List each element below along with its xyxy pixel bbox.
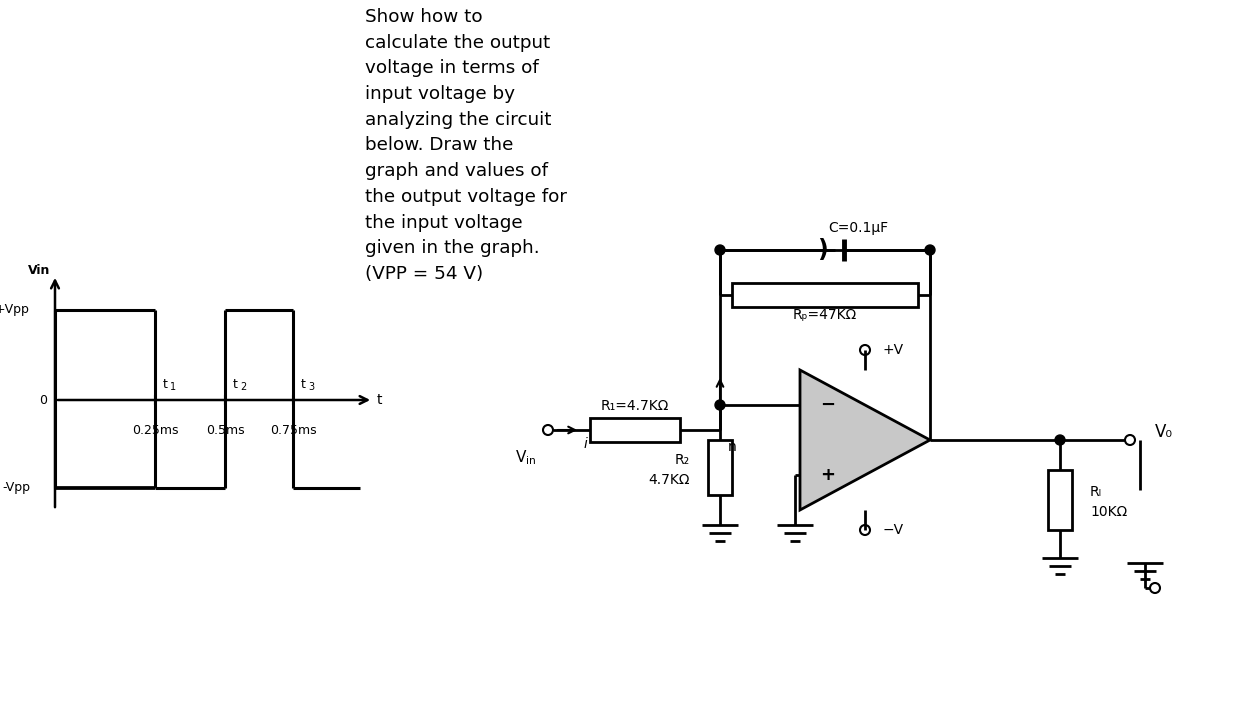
Bar [708, 440, 733, 495]
Circle shape [715, 245, 725, 255]
Text: Rₗ: Rₗ [1090, 485, 1102, 499]
Text: t: t [377, 393, 382, 407]
Text: ): ) [817, 238, 827, 262]
Text: i: i [584, 437, 588, 451]
Text: +Vpp: +Vpp [0, 303, 30, 317]
Text: 0: 0 [39, 394, 47, 407]
Text: -Vpp: -Vpp [2, 481, 30, 495]
Bar [1048, 470, 1072, 530]
Text: 2: 2 [240, 382, 246, 392]
Text: 10KΩ: 10KΩ [1090, 505, 1127, 519]
Text: 0.5ms: 0.5ms [206, 424, 245, 436]
Text: n: n [728, 440, 736, 454]
Text: t: t [301, 377, 306, 390]
Text: Show how to
calculate the output
voltage in terms of
input voltage by
analyzing : Show how to calculate the output voltage… [364, 8, 567, 283]
Text: C=0.1μF: C=0.1μF [827, 221, 889, 235]
Text: V₀: V₀ [1154, 423, 1173, 441]
Text: +V: +V [884, 343, 904, 357]
Text: 4.7KΩ: 4.7KΩ [649, 473, 690, 486]
Text: Vin: Vin [27, 263, 50, 276]
Circle shape [715, 400, 725, 410]
Circle shape [925, 245, 935, 255]
Text: R₂: R₂ [675, 453, 690, 466]
Text: Rₚ=47KΩ: Rₚ=47KΩ [792, 308, 857, 322]
Text: 3: 3 [308, 382, 314, 392]
Text: +: + [820, 466, 835, 484]
Text: t: t [163, 377, 168, 390]
Circle shape [1055, 435, 1065, 445]
Text: 1: 1 [170, 382, 176, 392]
Text: −V: −V [884, 523, 904, 537]
Bar [590, 418, 680, 442]
Text: t: t [233, 377, 238, 390]
Text: R₁=4.7KΩ: R₁=4.7KΩ [600, 399, 669, 413]
Text: V$_{\rm in}$: V$_{\rm in}$ [515, 449, 537, 467]
Text: −: − [820, 396, 836, 414]
Polygon shape [800, 370, 930, 510]
Bar [733, 283, 919, 307]
Text: 0.25ms: 0.25ms [132, 424, 178, 436]
Text: 0.75ms: 0.75ms [270, 424, 316, 436]
